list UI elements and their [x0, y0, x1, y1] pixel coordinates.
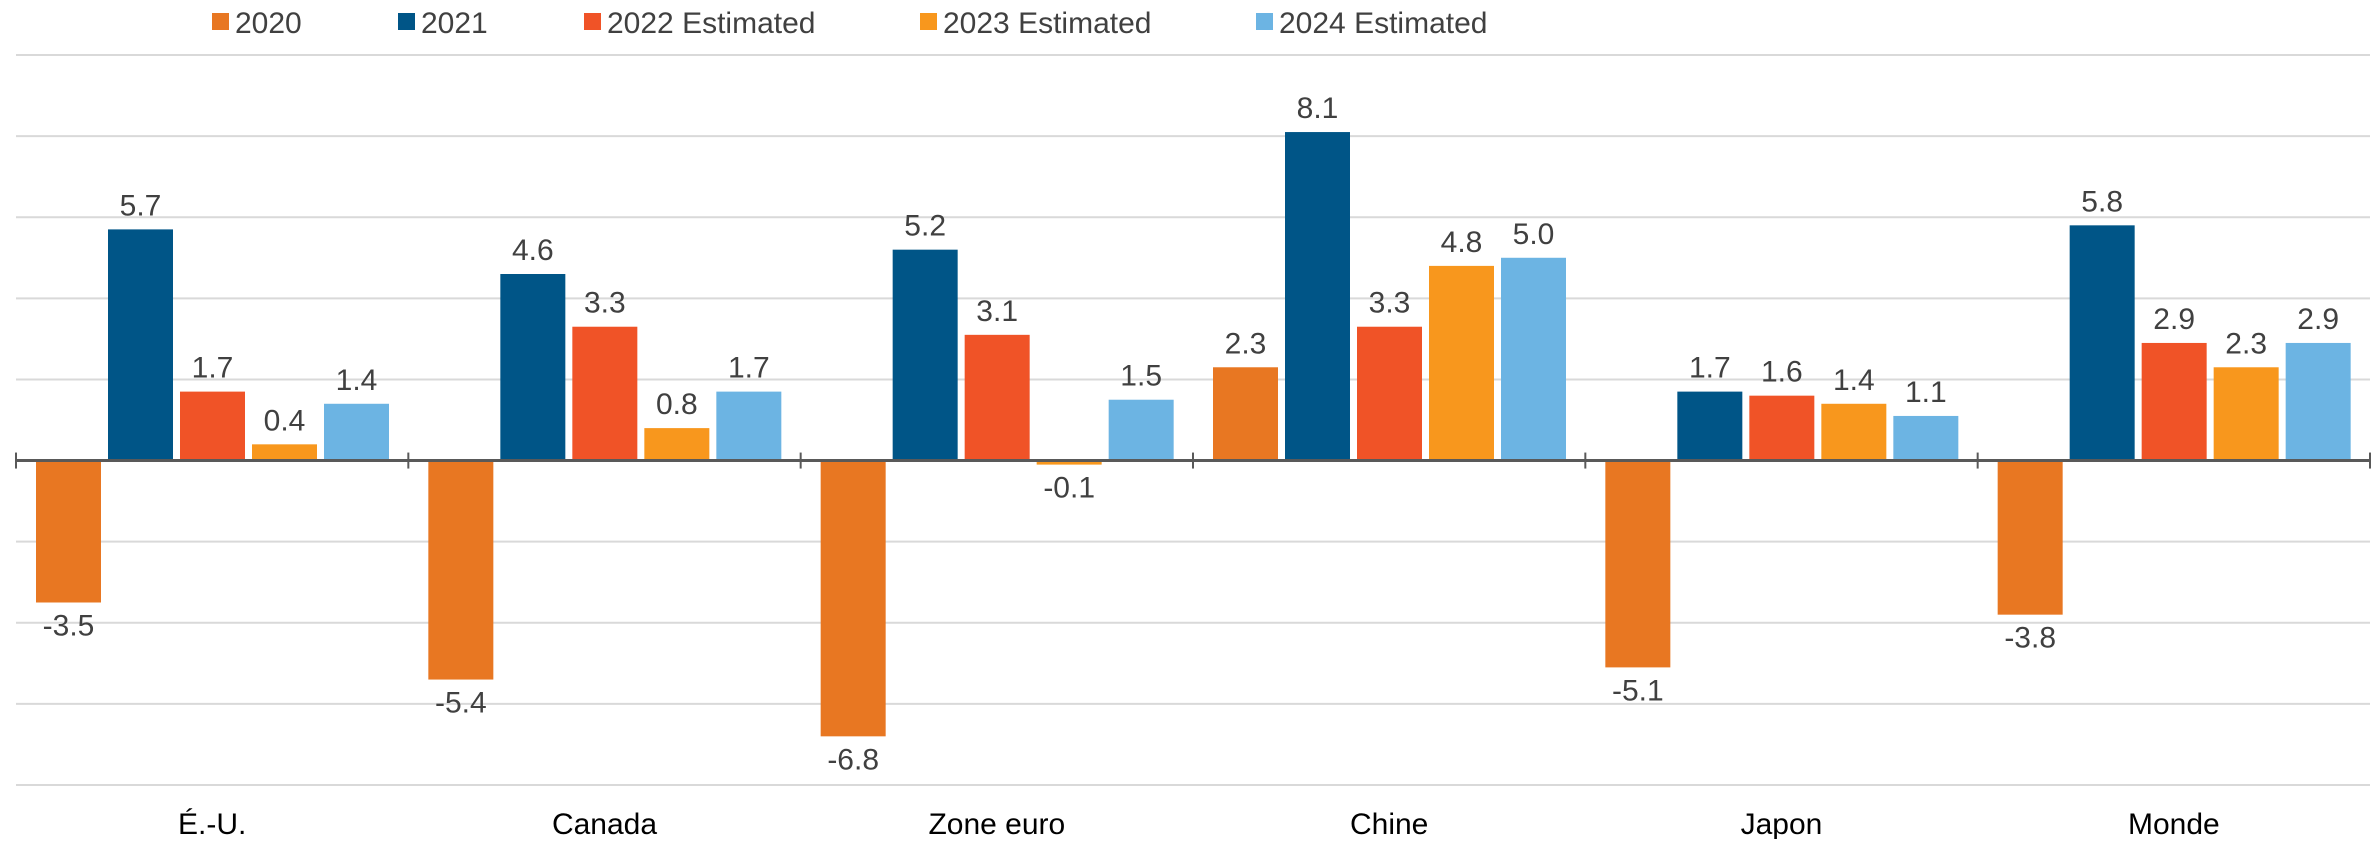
data-label: 2.9	[2297, 303, 2339, 336]
bar	[1429, 265, 1494, 461]
bar	[1893, 415, 1959, 461]
data-label: -6.8	[827, 743, 879, 776]
category-label: Japon	[1741, 808, 1823, 839]
data-label: 1.1	[1905, 376, 1947, 409]
bar	[820, 460, 886, 737]
data-label: -5.4	[435, 687, 487, 720]
legend-swatch	[1256, 13, 1273, 30]
data-label: 2.3	[2225, 327, 2267, 360]
data-label: -3.5	[43, 610, 95, 643]
bar	[1501, 257, 1566, 461]
category-label: Zone euro	[928, 808, 1065, 839]
data-label: -0.1	[1043, 472, 1095, 505]
data-label: -5.1	[1612, 674, 1664, 707]
bar	[2213, 367, 2279, 461]
bar	[644, 428, 710, 461]
data-label: 1.4	[336, 364, 378, 397]
legend-label: 2021	[421, 7, 488, 40]
category-label: Chine	[1350, 808, 1428, 839]
bar	[500, 274, 566, 461]
data-label: 5.2	[904, 210, 946, 243]
data-label: 5.0	[1513, 218, 1555, 251]
category-label: Monde	[2128, 808, 2220, 839]
category-label: É.-U.	[178, 808, 246, 839]
bar	[2285, 342, 2351, 461]
data-label: 5.7	[120, 189, 162, 222]
bar	[892, 249, 958, 461]
bar	[1357, 326, 1422, 461]
bar	[324, 403, 389, 461]
bar	[1036, 460, 1102, 465]
x-axis	[15, 452, 2371, 469]
data-label: 1.5	[1120, 360, 1162, 393]
legend-label: 2023 Estimated	[943, 7, 1151, 40]
bar	[428, 460, 494, 680]
bar	[572, 326, 638, 461]
bar	[964, 334, 1030, 461]
data-label: 4.8	[1441, 226, 1483, 259]
legend-label: 2022 Estimated	[607, 7, 815, 40]
bar	[1821, 403, 1887, 461]
bar	[1677, 391, 1743, 461]
legend-swatch	[920, 13, 937, 30]
bar	[36, 460, 101, 603]
legend-swatch	[584, 13, 601, 30]
data-label: 2.9	[2153, 303, 2195, 336]
bar	[1285, 132, 1350, 461]
bar	[1108, 399, 1174, 461]
bar	[2069, 225, 2135, 461]
data-label: 1.4	[1833, 364, 1875, 397]
legend-swatch	[212, 13, 229, 30]
bar	[180, 391, 245, 461]
data-label: 3.3	[1369, 287, 1411, 320]
data-label: 8.1	[1297, 92, 1339, 125]
data-label: 0.4	[264, 404, 306, 437]
data-label: 0.8	[656, 388, 698, 421]
bar	[1997, 460, 2063, 615]
gridlines	[16, 54, 2370, 786]
bar	[716, 391, 782, 461]
bar	[108, 229, 173, 461]
data-label: 3.3	[584, 287, 626, 320]
data-label: 1.7	[192, 352, 234, 385]
data-label: 1.7	[1689, 352, 1731, 385]
bars	[36, 132, 2351, 737]
legend: 2020 2021 2022 Estimated 2023 Estimated 2024…	[212, 7, 1487, 40]
bar	[1605, 460, 1671, 668]
bar	[252, 444, 317, 461]
data-label: 3.1	[976, 295, 1018, 328]
legend-label: 2020	[235, 7, 302, 40]
category-labels: É.-U. Canada Zone euro Chine Japon Monde	[178, 808, 2220, 841]
legend-label: 2024 Estimated	[1279, 7, 1487, 40]
data-label: -3.8	[2004, 622, 2056, 655]
data-label: 1.6	[1761, 356, 1803, 389]
bar	[1749, 395, 1815, 461]
data-label: 5.8	[2081, 185, 2123, 218]
legend-swatch	[398, 13, 415, 30]
data-label: 4.6	[512, 234, 554, 267]
data-label: 2.3	[1225, 327, 1267, 360]
bar	[1213, 367, 1278, 461]
data-label: 1.7	[728, 352, 770, 385]
category-label: Canada	[552, 808, 657, 839]
bar	[2141, 342, 2207, 461]
data-labels: -3.5 -5.4 -6.8 2.3 -5.1 -3.8 5.7 4.6 5.2 8.1 1.7 5.…	[43, 92, 2339, 776]
